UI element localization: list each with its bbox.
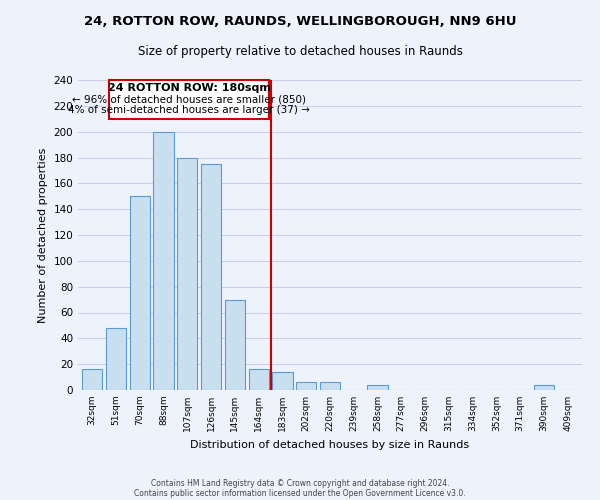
Text: Contains public sector information licensed under the Open Government Licence v3: Contains public sector information licen… bbox=[134, 488, 466, 498]
Bar bbox=[296, 382, 316, 390]
Text: Size of property relative to detached houses in Raunds: Size of property relative to detached ho… bbox=[137, 45, 463, 58]
Y-axis label: Number of detached properties: Number of detached properties bbox=[38, 148, 48, 322]
Text: ← 96% of detached houses are smaller (850): ← 96% of detached houses are smaller (85… bbox=[72, 94, 306, 104]
Bar bbox=[177, 158, 197, 390]
Text: 24 ROTTON ROW: 180sqm: 24 ROTTON ROW: 180sqm bbox=[108, 83, 271, 93]
Bar bbox=[130, 196, 150, 390]
Bar bbox=[225, 300, 245, 390]
Bar bbox=[201, 164, 221, 390]
Text: 24, ROTTON ROW, RAUNDS, WELLINGBOROUGH, NN9 6HU: 24, ROTTON ROW, RAUNDS, WELLINGBOROUGH, … bbox=[84, 15, 516, 28]
Bar bbox=[272, 372, 293, 390]
Bar bbox=[534, 385, 554, 390]
Bar bbox=[320, 382, 340, 390]
FancyBboxPatch shape bbox=[109, 80, 269, 118]
Bar bbox=[154, 132, 173, 390]
Text: 4% of semi-detached houses are larger (37) →: 4% of semi-detached houses are larger (3… bbox=[68, 104, 310, 115]
X-axis label: Distribution of detached houses by size in Raunds: Distribution of detached houses by size … bbox=[190, 440, 470, 450]
Bar bbox=[248, 370, 269, 390]
Bar bbox=[82, 370, 103, 390]
Text: Contains HM Land Registry data © Crown copyright and database right 2024.: Contains HM Land Registry data © Crown c… bbox=[151, 478, 449, 488]
Bar bbox=[106, 328, 126, 390]
Bar bbox=[367, 385, 388, 390]
